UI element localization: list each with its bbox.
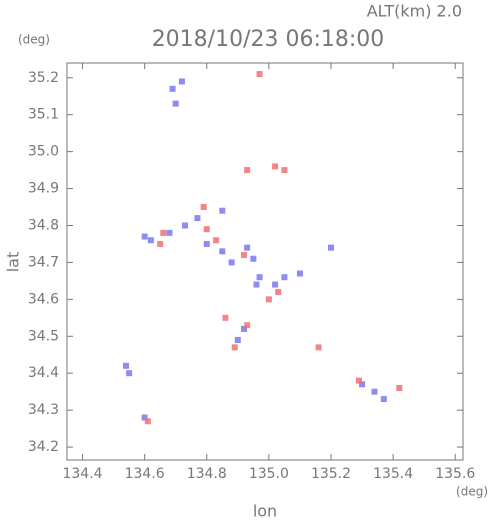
y-unit: (deg) [18, 33, 50, 47]
echo-point [272, 163, 279, 170]
echo-point [203, 240, 210, 247]
y-tick-label: 34.3 [28, 402, 59, 418]
echo-point [250, 255, 257, 262]
y-tick-label: 34.5 [28, 328, 59, 344]
echo-point [231, 344, 238, 351]
x-unit: (deg) [456, 485, 488, 499]
echo-point [244, 167, 251, 174]
echo-point [147, 237, 154, 244]
echo-point [141, 414, 148, 421]
x-axis-label: lon [253, 502, 277, 521]
y-tick-label: 35.0 [28, 144, 59, 160]
y-axis-label: lat [4, 252, 23, 273]
echo-point [355, 377, 362, 384]
y-tick-label: 35.2 [28, 70, 59, 86]
echo-point [244, 322, 251, 329]
echo-point [241, 325, 248, 332]
echo-point [166, 229, 173, 236]
plot-frame [66, 62, 464, 461]
echo-point [144, 418, 151, 425]
echo-point [182, 222, 189, 229]
x-tick-label: 135.6 [435, 466, 475, 482]
altitude-label: ALT(km) 2.0 [367, 2, 462, 21]
echo-point [328, 244, 334, 251]
echo-point [244, 244, 251, 251]
echo-point [234, 336, 241, 343]
echo-point [281, 274, 288, 281]
echo-point [160, 229, 167, 236]
echo-point [380, 396, 387, 403]
echo-point [241, 252, 248, 259]
x-tick-label: 134.8 [187, 466, 227, 482]
y-tick-label: 35.1 [28, 107, 59, 123]
echo-point [219, 207, 226, 214]
echo-point [256, 274, 263, 281]
echo-point [265, 296, 272, 303]
echo-point [219, 248, 226, 255]
echo-point [253, 281, 260, 288]
echo-point [275, 288, 282, 295]
echo-point [157, 240, 164, 247]
echo-point [222, 314, 229, 321]
y-tick-label: 34.4 [28, 365, 59, 381]
echo-point [371, 388, 378, 395]
echo-point [169, 85, 176, 92]
echo-point [359, 381, 366, 388]
echo-point [228, 259, 235, 266]
echo-point [126, 370, 133, 377]
y-tick-label: 34.2 [28, 439, 59, 455]
echo-point [178, 78, 185, 85]
echo-point [194, 215, 201, 222]
y-tick-label: 34.6 [28, 291, 59, 307]
echo-point [200, 204, 207, 211]
chart-title: 2018/10/23 06:18:00 [152, 27, 385, 52]
y-tick-label: 34.9 [28, 181, 59, 197]
x-tick-label: 134.4 [62, 466, 102, 482]
y-tick-label: 34.7 [28, 254, 59, 270]
echo-point [172, 100, 179, 107]
echo-point [315, 344, 322, 351]
x-tick-label: 135.0 [249, 466, 289, 482]
echo-point [281, 167, 288, 174]
echo-point [123, 362, 130, 369]
echo-point [141, 233, 148, 240]
echo-point [213, 237, 220, 244]
echo-point [203, 226, 210, 233]
echo-point [396, 384, 403, 391]
x-tick-label: 135.4 [373, 466, 413, 482]
echo-point [272, 281, 279, 288]
y-tick-label: 34.8 [28, 217, 59, 233]
x-tick-label: 134.6 [125, 466, 165, 482]
echo-point [296, 270, 303, 277]
x-tick-label: 135.2 [311, 466, 351, 482]
echo-point [256, 71, 263, 78]
